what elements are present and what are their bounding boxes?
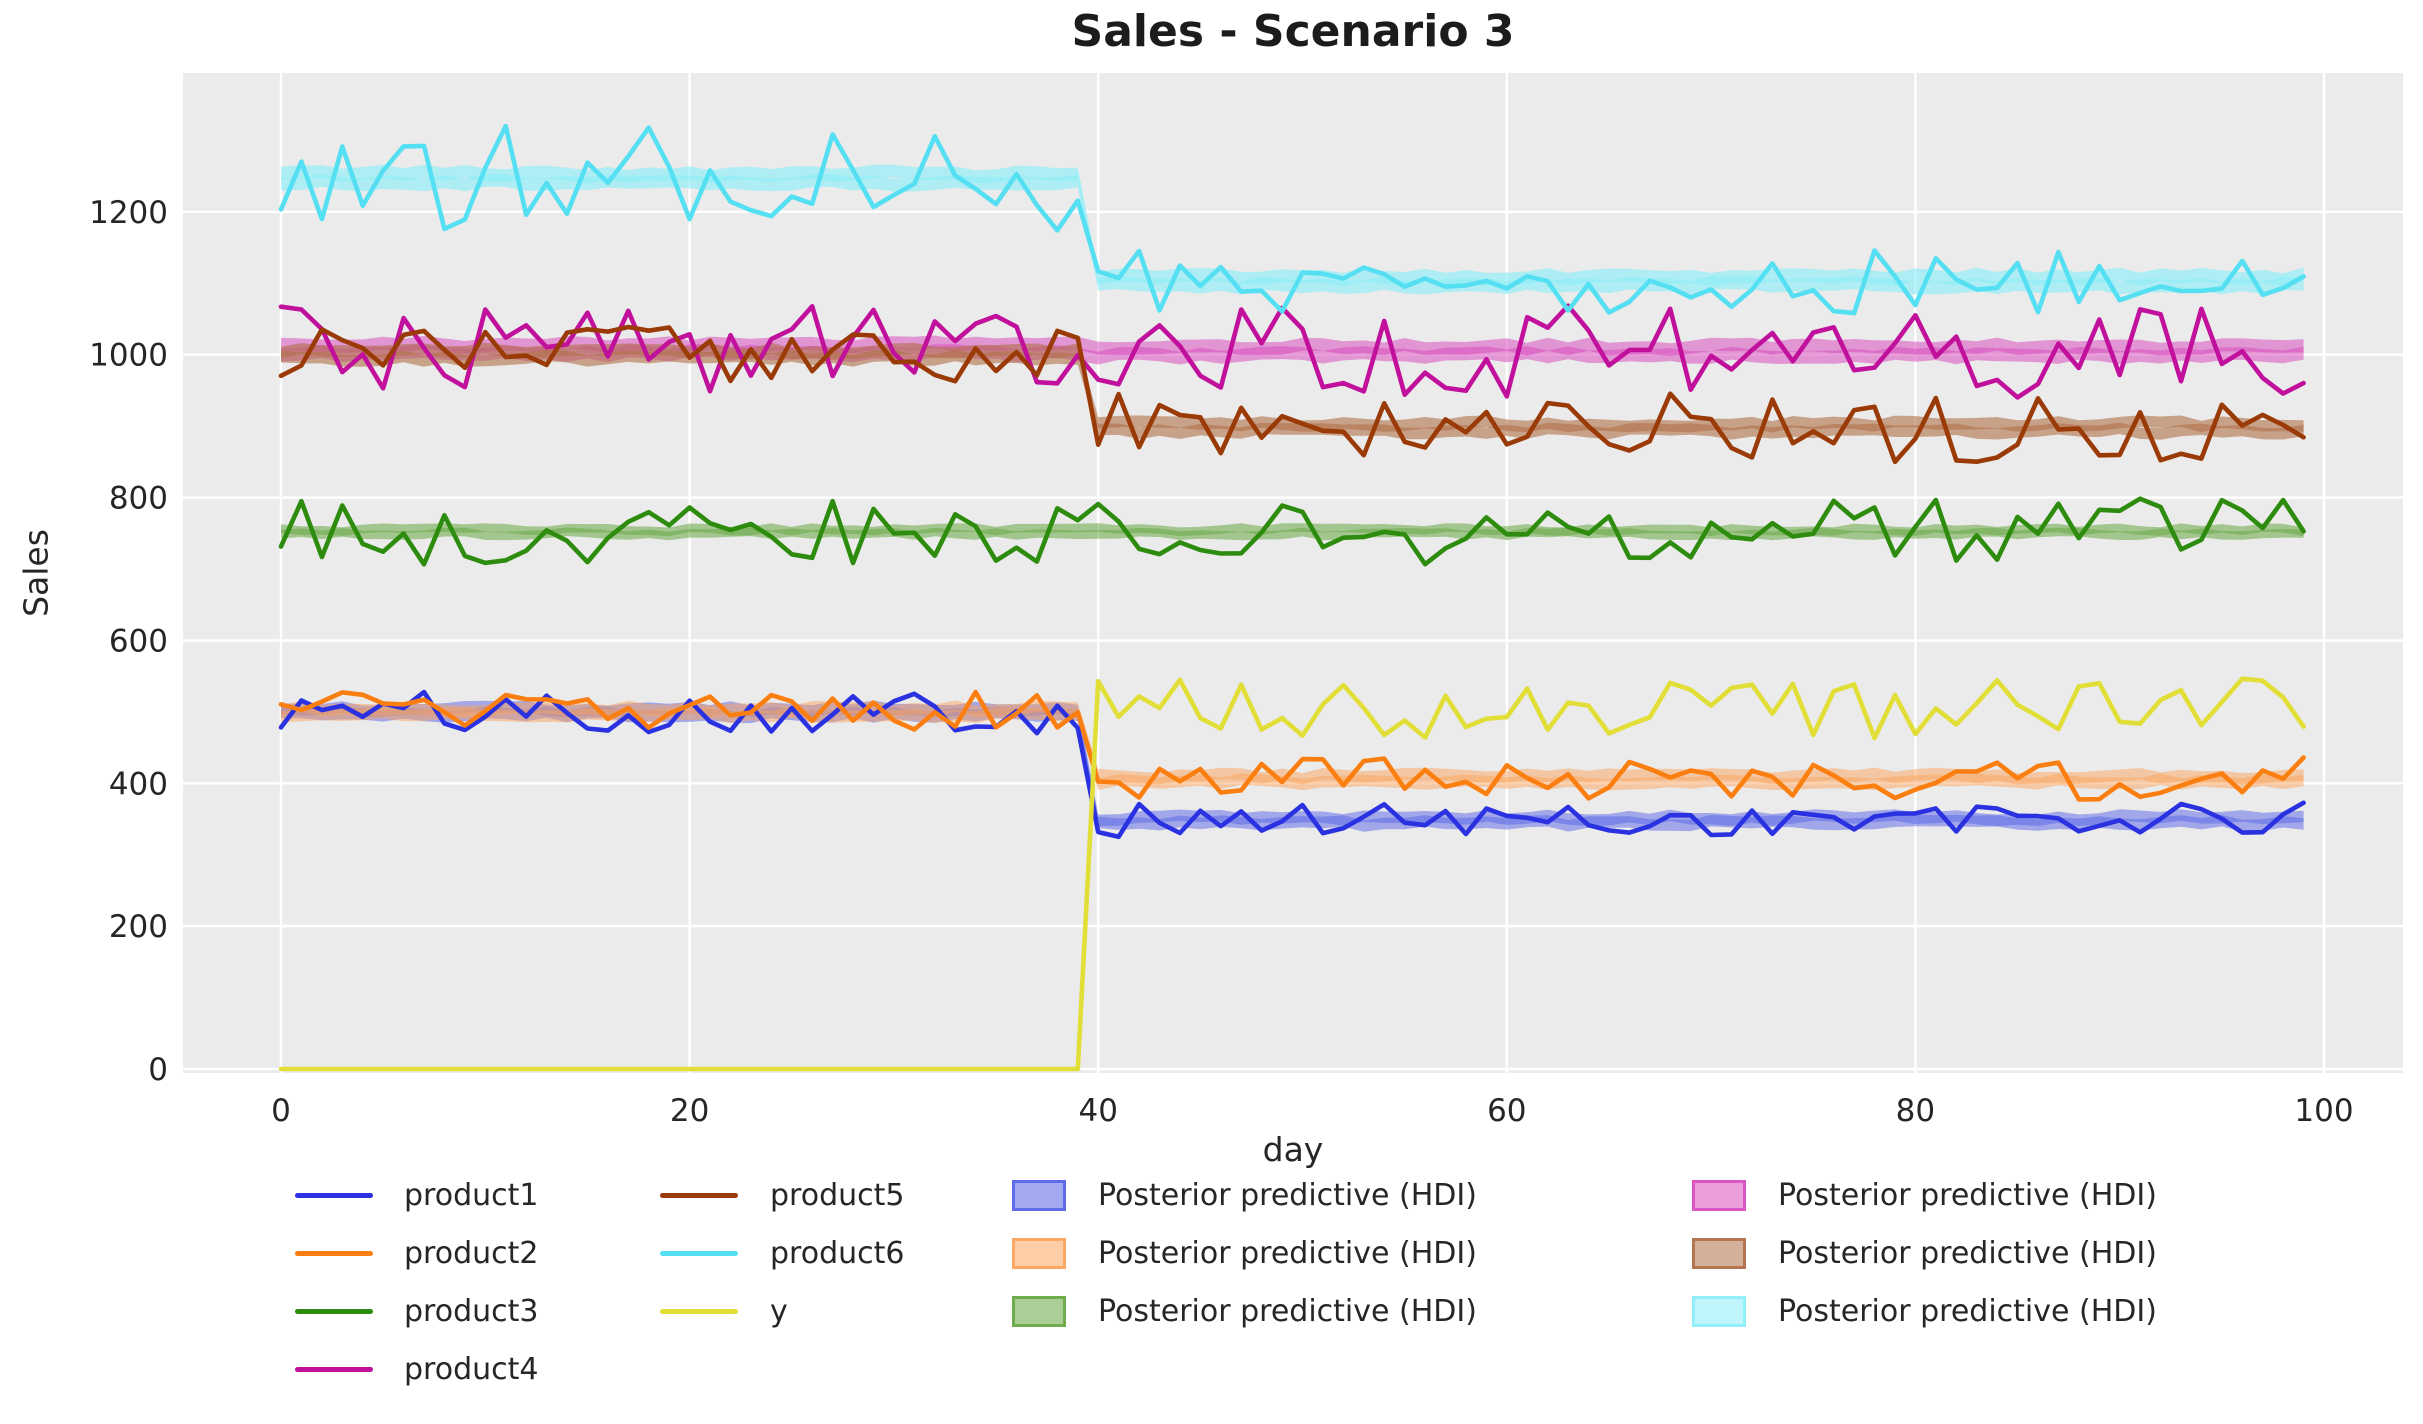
legend-label-product2: product2 (404, 1236, 539, 1271)
x-tick-40: 40 (1078, 1093, 1117, 1129)
legend-line-swatch-product1 (295, 1193, 373, 1198)
plot-background (183, 73, 2403, 1073)
legend-label-hdi-product3: Posterior predictive (HDI) (1098, 1294, 1477, 1329)
series-line-y (278, 676, 2306, 1072)
y-axis-label: Sales (16, 529, 56, 617)
series-line-product3 (278, 496, 2306, 567)
series-band-product2 (281, 700, 2304, 785)
legend-patch-swatch-product3 (1012, 1296, 1066, 1327)
y-tick-800: 800 (109, 481, 168, 517)
legend-label-product5: product5 (770, 1178, 905, 1213)
y-tick-1000: 1000 (89, 338, 168, 374)
legend-label-hdi-product5: Posterior predictive (HDI) (1778, 1236, 2157, 1271)
x-tick-20: 20 (670, 1093, 709, 1129)
series-band-product1 (281, 706, 2304, 832)
legend-patch-swatch-product6 (1692, 1296, 1746, 1327)
legend-line-swatch-product2 (295, 1251, 373, 1256)
x-tick-80: 80 (1896, 1093, 1935, 1129)
series-line-product2 (278, 689, 2306, 802)
series-lines (278, 123, 2306, 1072)
series-line-product5 (278, 324, 2306, 465)
legend-line-swatch-y (660, 1309, 738, 1314)
series-band-product6 (281, 173, 2304, 295)
y-tick-600: 600 (109, 623, 168, 659)
series-line-product4 (278, 303, 2306, 400)
y-tick-400: 400 (109, 766, 168, 802)
legend-label-hdi-product4: Posterior predictive (HDI) (1778, 1178, 2157, 1213)
legend-label-y: y (770, 1294, 788, 1329)
legend-label-hdi-product2: Posterior predictive (HDI) (1098, 1236, 1477, 1271)
legend-line-swatch-product5 (660, 1193, 738, 1198)
legend-label-hdi-product6: Posterior predictive (HDI) (1778, 1294, 2157, 1329)
y-tick-1200: 1200 (89, 195, 168, 231)
y-tick-0: 0 (148, 1052, 168, 1088)
legend-line-swatch-product3 (295, 1309, 373, 1314)
legend-patch-swatch-product1 (1012, 1180, 1066, 1211)
tick-labels: 0 200 400 600 800 1000 1200 0 20 40 60 80 100 (89, 195, 2353, 1129)
legend-label-product1: product1 (404, 1178, 539, 1213)
x-tick-100: 100 (2294, 1093, 2353, 1129)
x-tick-60: 60 (1487, 1093, 1526, 1129)
legend-label-hdi-product1: Posterior predictive (HDI) (1098, 1178, 1477, 1213)
series-band-product5 (281, 342, 2304, 433)
series-line-product6 (278, 123, 2306, 316)
x-axis-label: day (1262, 1130, 1324, 1169)
legend-line-swatch-product6 (660, 1251, 738, 1256)
y-tick-200: 200 (109, 909, 168, 945)
legend-label-product3: product3 (404, 1294, 539, 1329)
series-band-product1 (281, 700, 2304, 826)
x-tick-0: 0 (271, 1093, 291, 1129)
chart-title: Sales - Scenario 3 (1071, 6, 1515, 57)
series-band-product5 (281, 349, 2304, 440)
legend-line-swatch-product4 (295, 1367, 373, 1372)
legend-patch-swatch-product2 (1012, 1238, 1066, 1269)
series-line-product1 (278, 689, 2306, 840)
legend-label-product6: product6 (770, 1236, 905, 1271)
legend-label-product4: product4 (404, 1352, 539, 1387)
legend-patch-swatch-product4 (1692, 1180, 1746, 1211)
legend-patch-swatch-product5 (1692, 1238, 1746, 1269)
